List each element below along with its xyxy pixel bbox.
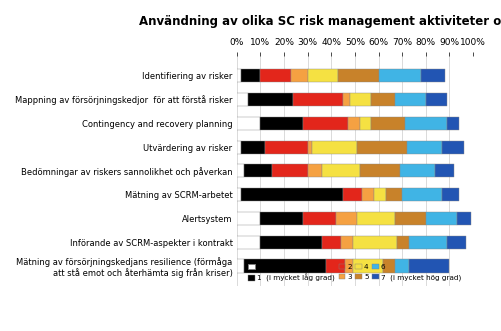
- Bar: [371, 93, 395, 106]
- Bar: [272, 165, 308, 177]
- Bar: [261, 236, 322, 249]
- Bar: [407, 141, 442, 154]
- Bar: [338, 69, 378, 82]
- Bar: [360, 165, 400, 177]
- Bar: [426, 212, 456, 225]
- Bar: [442, 141, 463, 154]
- Bar: [236, 69, 241, 82]
- Bar: [261, 212, 303, 225]
- Bar: [374, 188, 386, 201]
- Bar: [303, 117, 348, 130]
- Bar: [236, 141, 241, 154]
- Bar: [409, 260, 449, 272]
- Bar: [447, 236, 466, 249]
- Bar: [395, 260, 409, 272]
- Bar: [348, 117, 360, 130]
- Bar: [371, 117, 404, 130]
- Bar: [345, 260, 353, 272]
- Bar: [343, 93, 350, 106]
- Bar: [360, 117, 371, 130]
- Bar: [327, 260, 345, 272]
- Bar: [291, 69, 308, 82]
- Bar: [303, 212, 336, 225]
- Bar: [409, 236, 447, 249]
- Bar: [244, 260, 327, 272]
- Title: Användning av olika SC risk management aktiviteter och verktyg: Användning av olika SC risk management a…: [139, 15, 501, 28]
- Bar: [236, 260, 244, 272]
- Bar: [442, 188, 459, 201]
- Bar: [241, 141, 265, 154]
- Bar: [241, 69, 261, 82]
- Bar: [312, 141, 357, 154]
- Bar: [236, 212, 261, 225]
- Bar: [265, 141, 308, 154]
- Bar: [456, 212, 471, 225]
- Bar: [357, 212, 395, 225]
- Bar: [395, 212, 426, 225]
- Bar: [378, 69, 421, 82]
- Bar: [395, 93, 426, 106]
- Bar: [322, 236, 341, 249]
- Bar: [397, 236, 409, 249]
- Bar: [236, 165, 244, 177]
- Bar: [435, 165, 454, 177]
- Bar: [402, 188, 442, 201]
- Bar: [400, 165, 435, 177]
- Bar: [386, 188, 402, 201]
- Bar: [383, 260, 395, 272]
- Bar: [350, 93, 371, 106]
- Bar: [341, 236, 353, 249]
- Bar: [248, 93, 294, 106]
- Bar: [447, 117, 459, 130]
- Bar: [404, 117, 447, 130]
- Bar: [308, 141, 312, 154]
- Bar: [308, 165, 322, 177]
- Bar: [236, 93, 248, 106]
- Bar: [362, 188, 374, 201]
- Bar: [236, 188, 241, 201]
- Bar: [294, 93, 343, 106]
- Bar: [261, 117, 303, 130]
- Bar: [261, 69, 291, 82]
- Bar: [353, 260, 383, 272]
- Bar: [336, 212, 357, 225]
- Bar: [236, 117, 261, 130]
- Legend: Vet ej, 1  (i mycket låg grad), 2, 3, 4, 5, 6, 7  (i mycket hög grad): Vet ej, 1 (i mycket låg grad), 2, 3, 4, …: [245, 261, 464, 285]
- Bar: [322, 165, 360, 177]
- Bar: [357, 141, 407, 154]
- Bar: [244, 165, 272, 177]
- Bar: [241, 188, 343, 201]
- Bar: [421, 69, 445, 82]
- Bar: [426, 93, 447, 106]
- Bar: [343, 188, 362, 201]
- Bar: [353, 236, 397, 249]
- Bar: [308, 69, 338, 82]
- Bar: [236, 236, 261, 249]
